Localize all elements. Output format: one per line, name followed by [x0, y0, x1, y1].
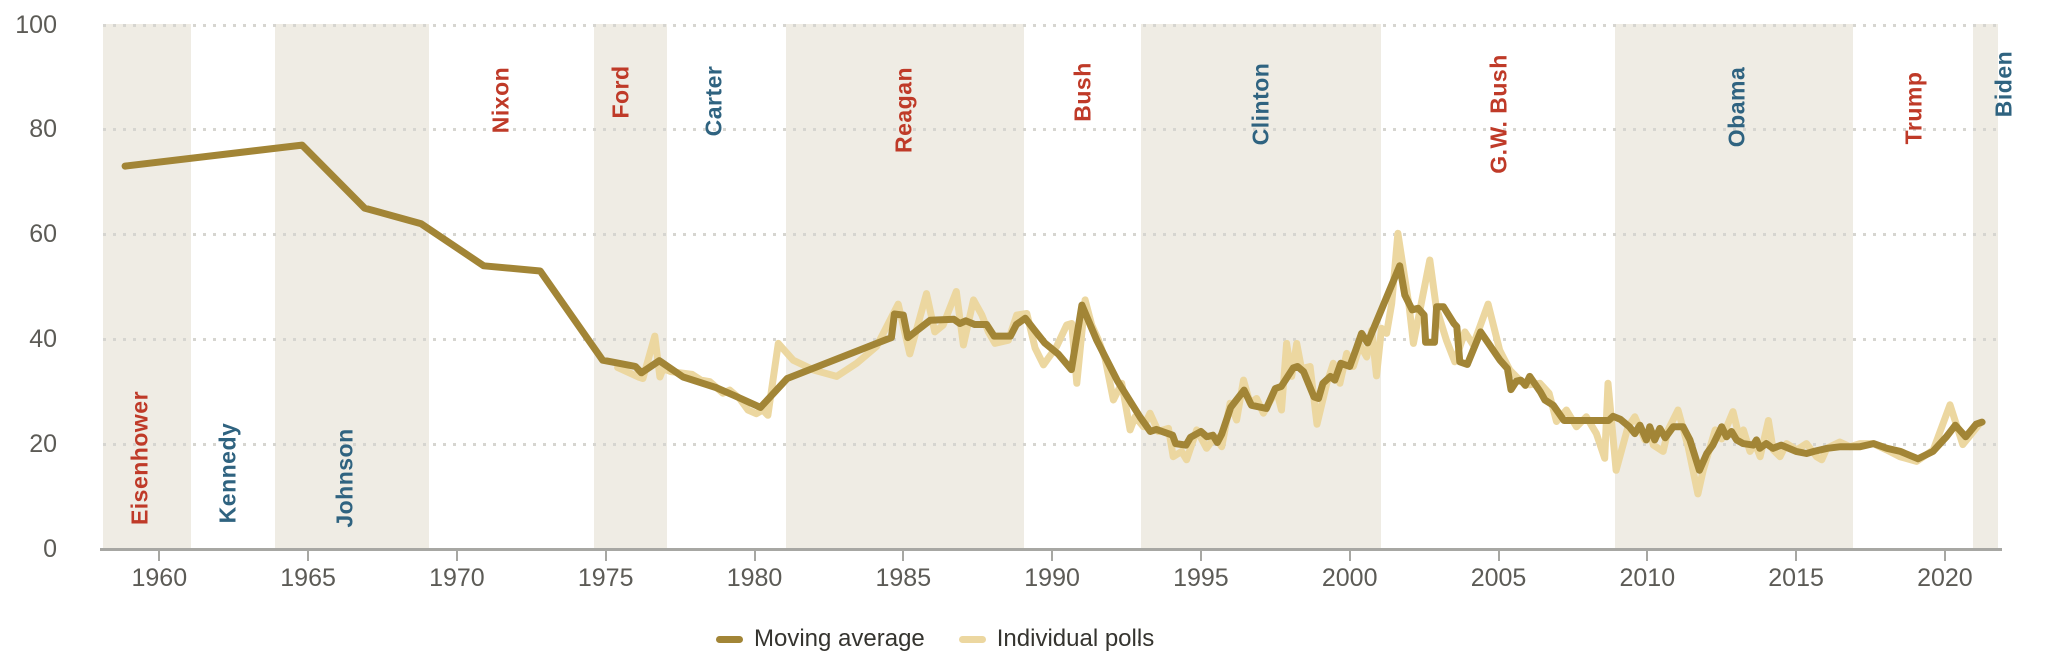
x-tick-mark-2020	[1943, 550, 1946, 561]
x-tick-mark-2005	[1497, 550, 1500, 561]
y-tick-label-20: 20	[29, 430, 57, 459]
legend-item-moving-average: Moving average	[716, 625, 925, 653]
x-tick-label-1985: 1985	[875, 564, 932, 592]
president-label-johnson: Johnson	[331, 428, 358, 528]
moving-average-label: Moving average	[754, 625, 925, 652]
gridline-80	[103, 128, 1998, 132]
president-label-reagan: Reagan	[890, 66, 917, 154]
president-label-ford: Ford	[607, 65, 634, 119]
gridline-60	[103, 233, 1998, 237]
x-tick-mark-1960	[158, 550, 161, 561]
caption-dot: .	[1136, 622, 1143, 649]
x-tick-label-1975: 1975	[577, 564, 634, 592]
x-tick-label-1980: 1980	[726, 564, 783, 592]
individual-polls-label: Individual polls	[996, 625, 1155, 652]
y-tick-label-100: 100	[15, 10, 57, 39]
president-label-biden: Biden	[1990, 50, 2017, 118]
y-tick-label-0: 0	[43, 535, 57, 563]
x-tick-mark-1965	[307, 550, 310, 561]
x-tick-mark-1985	[902, 550, 905, 561]
president-label-carter: Carter	[700, 65, 727, 137]
x-tick-label-1965: 1965	[280, 564, 336, 592]
gridline-40	[103, 338, 1998, 342]
x-tick-label-1960: 1960	[131, 564, 188, 592]
x-tick-label-2010: 2010	[1619, 564, 1676, 592]
gridline-20	[103, 443, 1998, 447]
x-tick-mark-2000	[1348, 550, 1351, 561]
x-tick-mark-1995	[1199, 550, 1202, 561]
president-label-bush: Bush	[1069, 62, 1096, 122]
y-tick-label-60: 60	[29, 220, 57, 249]
president-label-kennedy: Kennedy	[214, 422, 241, 524]
moving-average-swatch-icon	[716, 635, 743, 643]
x-tick-label-2015: 2015	[1768, 564, 1824, 592]
x-tick-label-2000: 2000	[1321, 564, 1378, 592]
legend-item-individual-polls: Individual polls	[958, 625, 1155, 653]
x-tick-label-1990: 1990	[1024, 564, 1080, 592]
x-axis-line	[100, 548, 2002, 551]
y-tick-label-80: 80	[29, 115, 57, 144]
x-tick-mark-1975	[604, 550, 607, 561]
x-tick-mark-1990	[1051, 550, 1054, 561]
x-tick-mark-1980	[753, 550, 756, 561]
x-tick-label-2020: 2020	[1917, 564, 1973, 592]
president-label-clinton: Clinton	[1247, 62, 1274, 146]
x-tick-label-1970: 1970	[429, 564, 485, 592]
x-tick-label-1995: 1995	[1173, 564, 1229, 592]
y-tick-label-40: 40	[29, 325, 57, 354]
individual-polls-swatch-icon	[958, 635, 986, 643]
gridline-100	[103, 23, 1998, 27]
president-label-trump: Trump	[1900, 71, 1927, 145]
president-label-nixon: Nixon	[487, 66, 514, 134]
president-label-obama: Obama	[1723, 66, 1750, 148]
president-label-eisenhower: Eisenhower	[126, 390, 153, 526]
president-label-g-w-bush: G.W. Bush	[1485, 54, 1512, 174]
x-tick-mark-2015	[1795, 550, 1798, 561]
legend: Moving average Individual polls	[716, 624, 1154, 654]
x-tick-label-2005: 2005	[1470, 564, 1527, 592]
x-tick-mark-1970	[455, 550, 458, 561]
x-tick-mark-2010	[1646, 550, 1649, 561]
